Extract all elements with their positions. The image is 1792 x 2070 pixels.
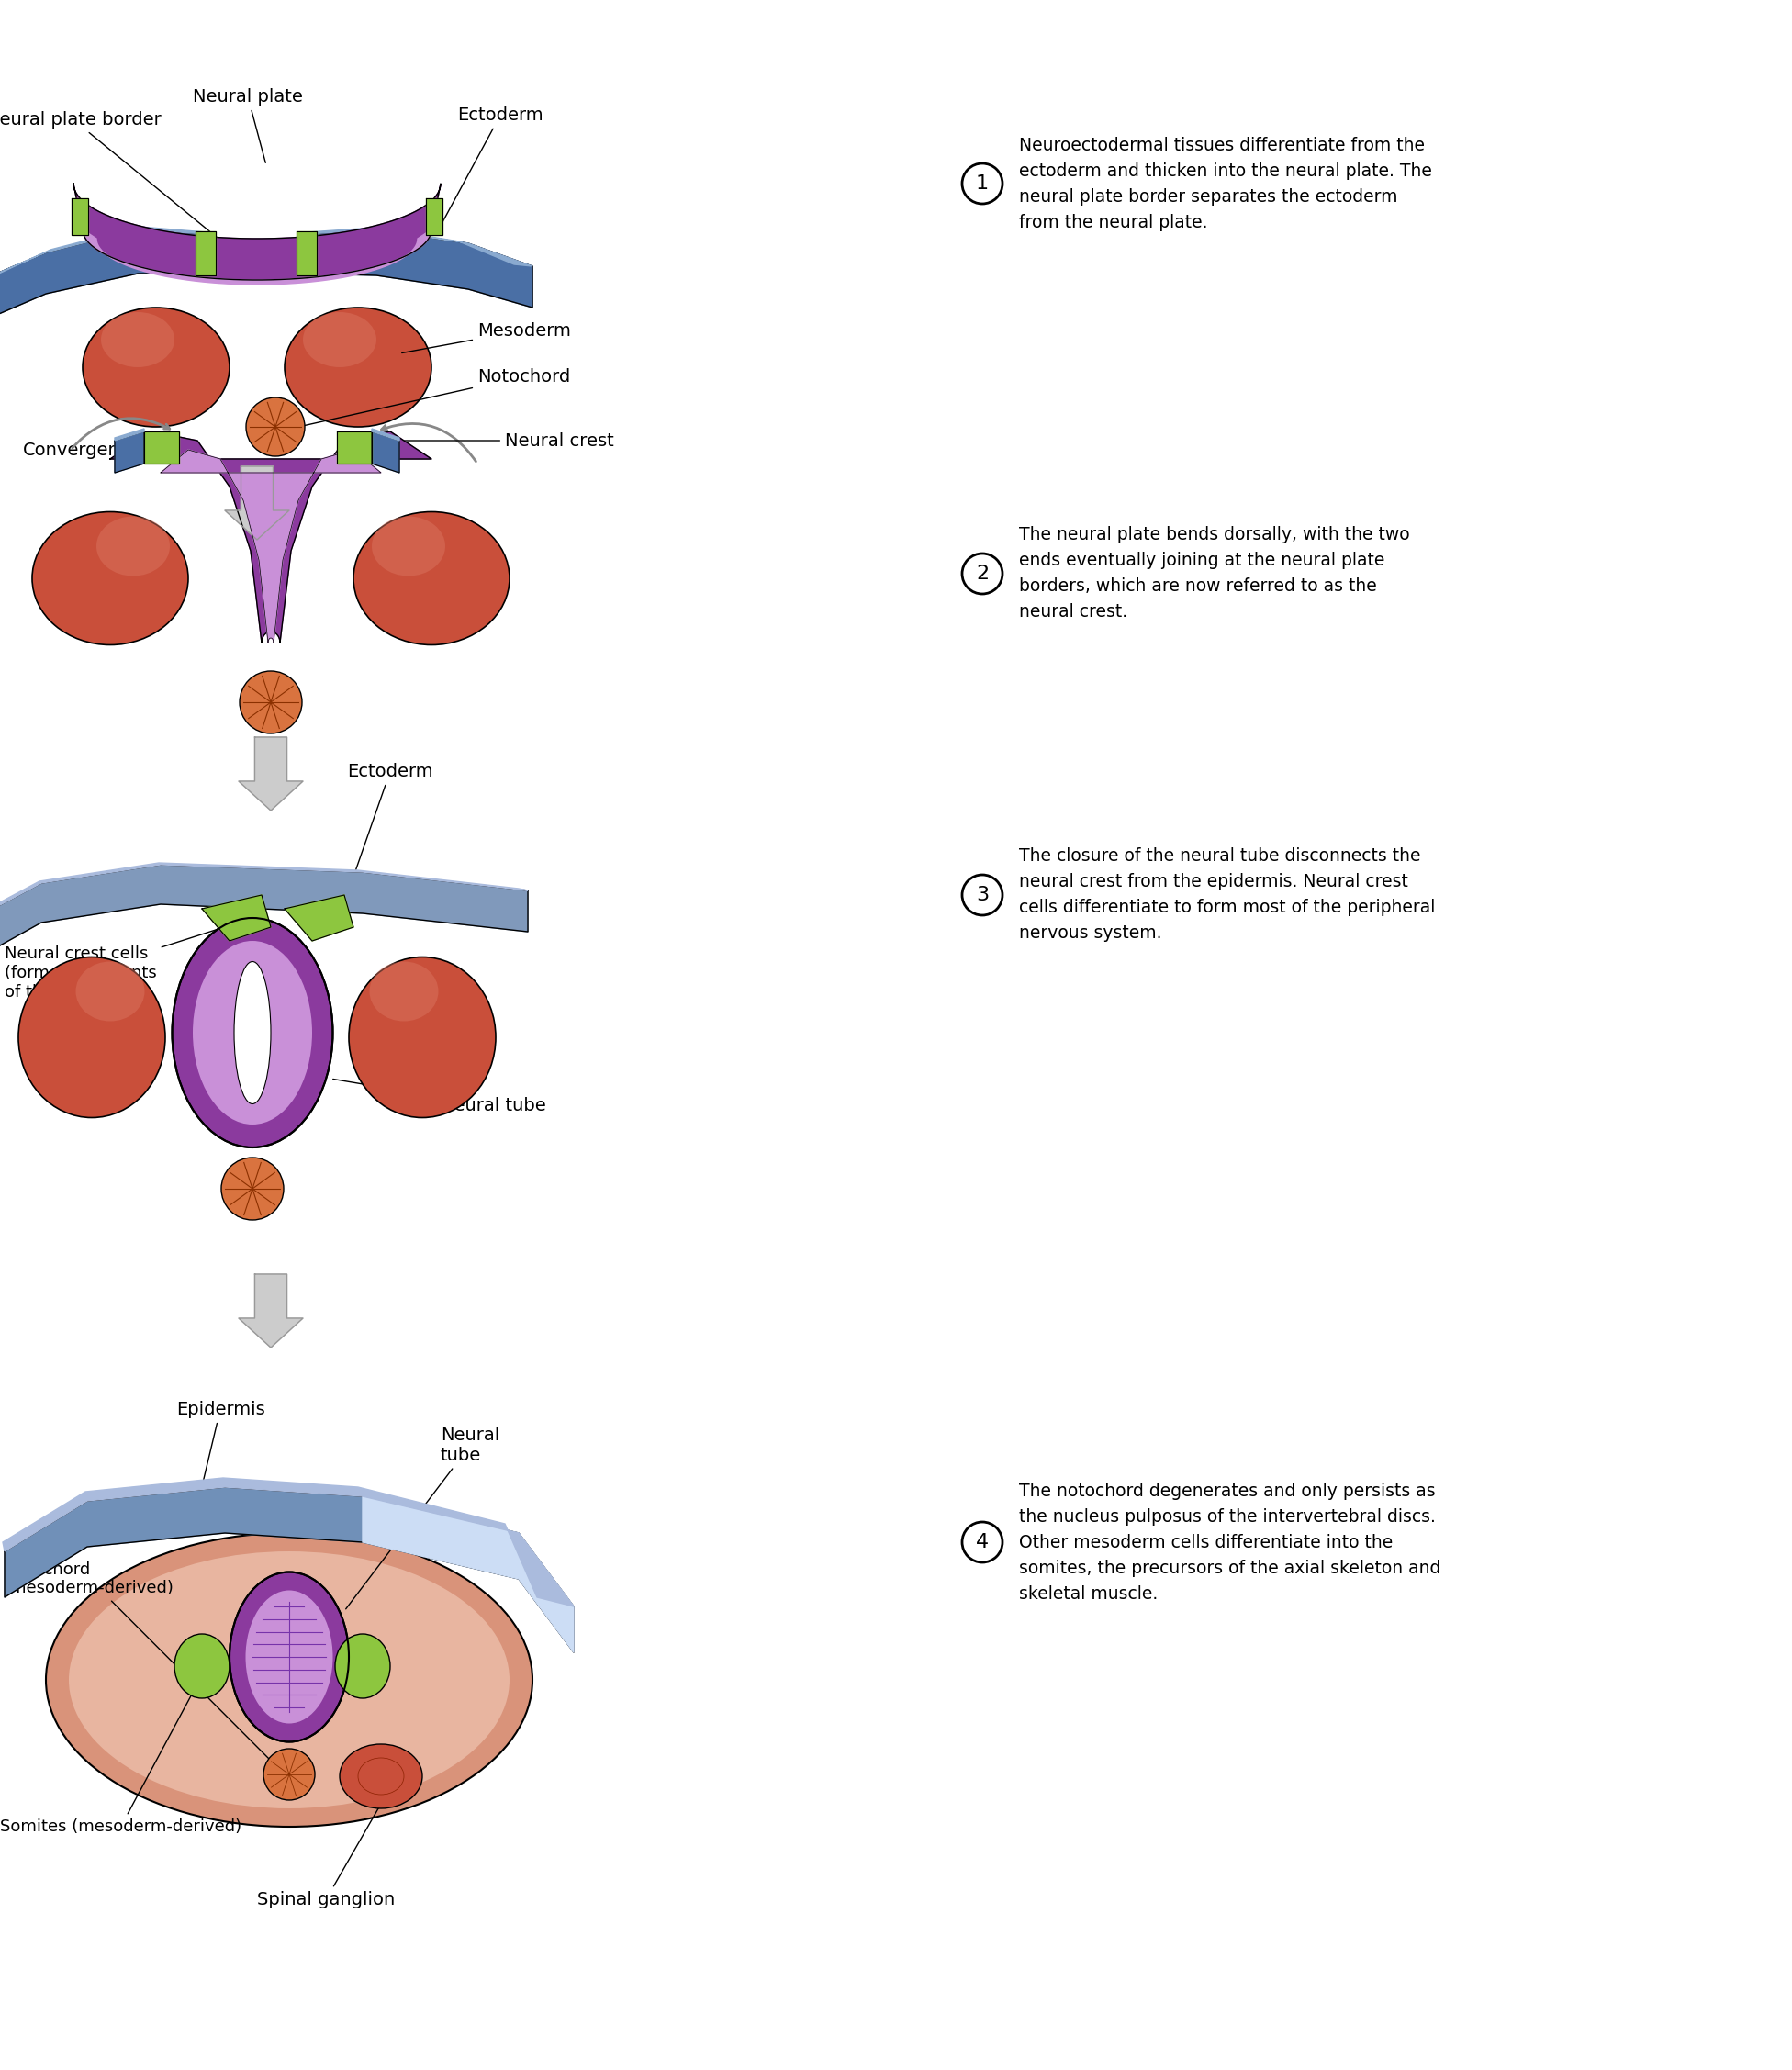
- Ellipse shape: [68, 1550, 509, 1809]
- Text: 2: 2: [977, 565, 989, 584]
- Polygon shape: [0, 865, 529, 969]
- Ellipse shape: [335, 1633, 391, 1697]
- Polygon shape: [5, 1486, 573, 1652]
- Polygon shape: [308, 230, 532, 308]
- Polygon shape: [226, 466, 289, 540]
- Text: 3: 3: [977, 886, 989, 905]
- Ellipse shape: [285, 308, 432, 426]
- Polygon shape: [238, 737, 303, 811]
- Ellipse shape: [303, 313, 376, 366]
- Circle shape: [240, 671, 303, 733]
- Text: Ectoderm: Ectoderm: [437, 106, 543, 232]
- Polygon shape: [73, 184, 441, 279]
- Text: Neural
tube: Neural tube: [346, 1426, 500, 1608]
- Ellipse shape: [340, 1745, 423, 1809]
- Ellipse shape: [229, 1571, 349, 1741]
- Ellipse shape: [349, 956, 496, 1118]
- Polygon shape: [426, 199, 443, 234]
- Text: Neural plate: Neural plate: [194, 89, 303, 164]
- Ellipse shape: [172, 917, 333, 1147]
- Circle shape: [263, 1749, 315, 1801]
- Ellipse shape: [246, 1590, 333, 1724]
- Circle shape: [220, 1157, 283, 1219]
- Text: The neural plate bends dorsally, with the two
ends eventually joining at the neu: The neural plate bends dorsally, with th…: [1020, 526, 1410, 621]
- Polygon shape: [115, 428, 143, 441]
- Polygon shape: [0, 863, 529, 927]
- Text: Convergence: Convergence: [23, 441, 142, 460]
- Ellipse shape: [18, 956, 165, 1118]
- Polygon shape: [371, 428, 400, 441]
- Ellipse shape: [353, 511, 509, 646]
- Polygon shape: [4, 1478, 573, 1606]
- Polygon shape: [0, 230, 206, 321]
- Text: Neuroectodermal tissues differentiate from the
ectoderm and thicken into the neu: Neuroectodermal tissues differentiate fr…: [1020, 137, 1432, 232]
- Text: Epidermis: Epidermis: [176, 1401, 265, 1503]
- Polygon shape: [0, 228, 206, 279]
- Ellipse shape: [32, 511, 188, 646]
- Polygon shape: [109, 431, 432, 642]
- Text: 1: 1: [977, 174, 989, 193]
- Polygon shape: [296, 232, 317, 275]
- Ellipse shape: [100, 313, 174, 366]
- Ellipse shape: [371, 515, 444, 575]
- Ellipse shape: [47, 1534, 532, 1826]
- Circle shape: [246, 397, 305, 455]
- Text: Ectoderm: Ectoderm: [348, 764, 434, 874]
- Ellipse shape: [75, 963, 145, 1021]
- Polygon shape: [308, 228, 532, 267]
- Ellipse shape: [97, 515, 170, 575]
- Text: Neural plate border: Neural plate border: [0, 112, 217, 238]
- Text: Neural crest cells
(form components
of the PNS): Neural crest cells (form components of t…: [5, 923, 237, 1000]
- Ellipse shape: [82, 308, 229, 426]
- Text: Neural tube: Neural tube: [333, 1078, 547, 1116]
- Ellipse shape: [174, 1633, 229, 1697]
- Text: Neural crest: Neural crest: [378, 433, 615, 449]
- Text: Somites (mesoderm-derived): Somites (mesoderm-derived): [0, 1677, 242, 1834]
- Polygon shape: [202, 894, 271, 942]
- Polygon shape: [115, 431, 143, 472]
- Polygon shape: [161, 449, 382, 642]
- Ellipse shape: [369, 963, 439, 1021]
- Text: Spinal ganglion: Spinal ganglion: [256, 1805, 394, 1909]
- Polygon shape: [143, 431, 179, 464]
- Polygon shape: [362, 1497, 573, 1652]
- Text: Mesoderm: Mesoderm: [401, 321, 572, 354]
- Text: Notochord: Notochord: [301, 368, 570, 426]
- Text: The notochord degenerates and only persists as
the nucleus pulposus of the inter: The notochord degenerates and only persi…: [1020, 1482, 1441, 1602]
- Polygon shape: [371, 431, 400, 472]
- Polygon shape: [195, 232, 215, 275]
- Polygon shape: [72, 199, 88, 234]
- Ellipse shape: [194, 942, 312, 1124]
- Polygon shape: [285, 894, 353, 942]
- Polygon shape: [82, 230, 432, 284]
- Polygon shape: [337, 431, 371, 464]
- Polygon shape: [238, 1275, 303, 1348]
- Ellipse shape: [235, 963, 271, 1103]
- Text: The closure of the neural tube disconnects the
neural crest from the epidermis. : The closure of the neural tube disconnec…: [1020, 849, 1435, 942]
- Text: Notochord
(mesoderm-derived): Notochord (mesoderm-derived): [5, 1561, 274, 1764]
- Text: 4: 4: [977, 1534, 989, 1550]
